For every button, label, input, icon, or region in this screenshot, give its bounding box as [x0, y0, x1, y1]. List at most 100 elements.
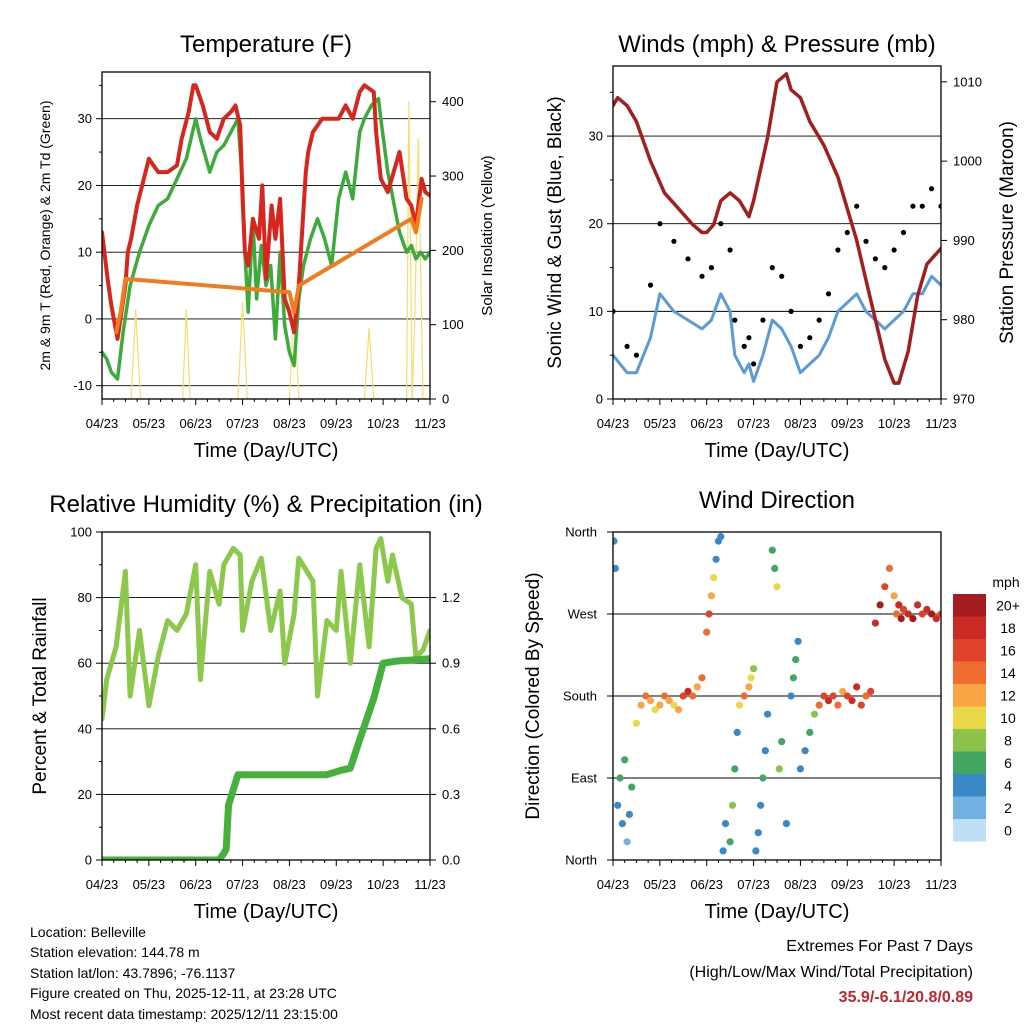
temperature-x-tick-label: 05/23 — [133, 416, 166, 431]
humidity-y-tick-label: 100 — [70, 525, 92, 540]
gust-point — [624, 343, 630, 349]
wind-direction-point — [761, 747, 769, 755]
humidity-plot-frame — [101, 531, 431, 861]
temperature-y-tick-label: -10 — [73, 378, 92, 393]
temperature-y-right-tick-label: 300 — [442, 169, 464, 184]
humidity-title: Relative Humidity (%) & Precipitation (i… — [49, 491, 482, 518]
wind-direction-point — [768, 546, 776, 554]
wind-direction-point — [764, 710, 772, 718]
colorbar-swatch — [953, 594, 986, 617]
dewpoint-line — [102, 96, 430, 381]
speed-colorbar: mph 20+ 18 16 14 12 10 8 6 4 2 0 — [953, 574, 1020, 842]
wind-direction-point — [792, 656, 800, 664]
extremes-box: Extremes For Past 7 Days (High/Low/Max W… — [689, 934, 973, 1011]
temperature-y-right-tick-label: 100 — [442, 317, 464, 332]
wind-direction-point — [665, 697, 673, 705]
temperature-y-right-tick-label: 200 — [442, 243, 464, 258]
extremes-values: 35.9/-6.1/20.8/0.89 — [838, 989, 973, 1006]
wind-direction-point — [796, 765, 805, 773]
temperature-y-tick-label: 30 — [78, 111, 92, 126]
wind_direction-x-tick-label: 05/23 — [644, 877, 677, 892]
elevation-text: Station elevation: 144.78 m — [30, 944, 200, 961]
temperature-title: Temperature (F) — [180, 31, 352, 58]
temperature-y-right-tick-label: 400 — [442, 94, 464, 109]
temperature-x-tick-label: 08/23 — [273, 416, 306, 431]
colorbar-title: mph — [992, 574, 1019, 590]
gust-point — [746, 335, 752, 341]
wind-direction-point — [689, 692, 697, 700]
gust-point — [825, 291, 832, 297]
winds-x-tick-label: 05/23 — [644, 416, 677, 431]
winds-y-tick-label: 10 — [589, 304, 603, 319]
latest-timestamp-text: Most recent data timestamp: 2025/12/11 2… — [30, 1005, 338, 1022]
wind-direction-point — [717, 533, 725, 541]
gust-point — [727, 247, 733, 253]
sonic-wind-line — [613, 274, 941, 383]
gust-point — [872, 256, 879, 262]
humidity-x-tick-label: 08/23 — [273, 877, 306, 892]
wind-direction-point — [801, 747, 809, 755]
wind-direction-point — [750, 665, 758, 673]
location-text: Location: Belleville — [30, 924, 146, 940]
temperature-y-tick-label: 10 — [78, 245, 92, 260]
gust-point — [732, 317, 738, 323]
wind-direction-point — [923, 605, 931, 614]
temperature-x-tick-label: 09/23 — [320, 416, 353, 431]
wind_direction-y-tick-label: South — [563, 689, 597, 704]
wind-direction-point — [892, 610, 901, 618]
wind-direction-point — [853, 683, 861, 691]
temperature-9m-line — [114, 196, 424, 335]
winds-y-tick-label: 30 — [589, 129, 603, 144]
gust-point — [751, 361, 757, 367]
station-pressure-line — [613, 72, 941, 385]
humidity-y-right-tick-label: 1.2 — [442, 590, 460, 605]
colorbar-label: 18 — [1000, 620, 1016, 636]
winds-x-tick-label: 10/23 — [878, 416, 911, 431]
winds-x-tick-label: 07/23 — [737, 416, 770, 431]
winds-plot-frame — [612, 65, 942, 400]
wind_direction-x-tick-label: 06/23 — [690, 877, 723, 892]
wind-direction-point — [928, 610, 936, 618]
wind-direction-point — [745, 683, 753, 691]
colorbar-label: 14 — [1000, 665, 1016, 681]
gust-point — [788, 308, 794, 314]
wind-direction-point — [778, 738, 786, 746]
temperature-y-right-axis-label: Solar Insolation (Yellow) — [479, 155, 496, 315]
wind-direction-point — [628, 783, 636, 791]
wind_direction-plot-frame — [612, 531, 942, 861]
colorbar-swatch — [953, 774, 986, 797]
wind-direction-point — [721, 820, 730, 828]
gust-point — [863, 238, 869, 244]
winds-x-tick-label: 11/23 — [925, 416, 957, 431]
gust-point — [779, 273, 785, 279]
gust-point — [900, 229, 907, 236]
wind-direction-point — [623, 838, 631, 846]
temperature-2m-line — [102, 83, 430, 341]
gust-point — [769, 265, 775, 271]
colorbar-label: 4 — [1004, 777, 1012, 793]
wind-direction-point — [899, 605, 908, 614]
wind-direction-point — [693, 683, 701, 691]
wind-direction-point — [660, 692, 669, 700]
colorbar-label: 20+ — [996, 597, 1020, 613]
wind-direction-point — [862, 692, 870, 700]
wind-direction-point — [775, 765, 783, 773]
colorbar-swatch — [953, 729, 986, 752]
winds-x-tick-label: 09/23 — [831, 416, 864, 431]
extremes-title: Extremes For Past 7 Days — [786, 938, 973, 955]
gust-point — [929, 186, 935, 192]
colorbar-label: 6 — [1004, 755, 1012, 771]
wind-direction-point — [632, 719, 641, 727]
winds-x-tick-label: 08/23 — [784, 416, 817, 431]
wind-direction-point — [646, 697, 655, 705]
gust-point — [816, 317, 822, 323]
gust-point — [708, 265, 715, 271]
colorbar-label: 16 — [1000, 642, 1016, 658]
humidity-y-tick-label: 60 — [78, 656, 92, 671]
wind_direction-y-tick-label: North — [565, 525, 597, 540]
gust-point — [854, 203, 860, 209]
gust-point — [807, 335, 813, 341]
humidity-x-tick-label: 07/23 — [226, 877, 259, 892]
wind-direction-point — [698, 674, 706, 682]
